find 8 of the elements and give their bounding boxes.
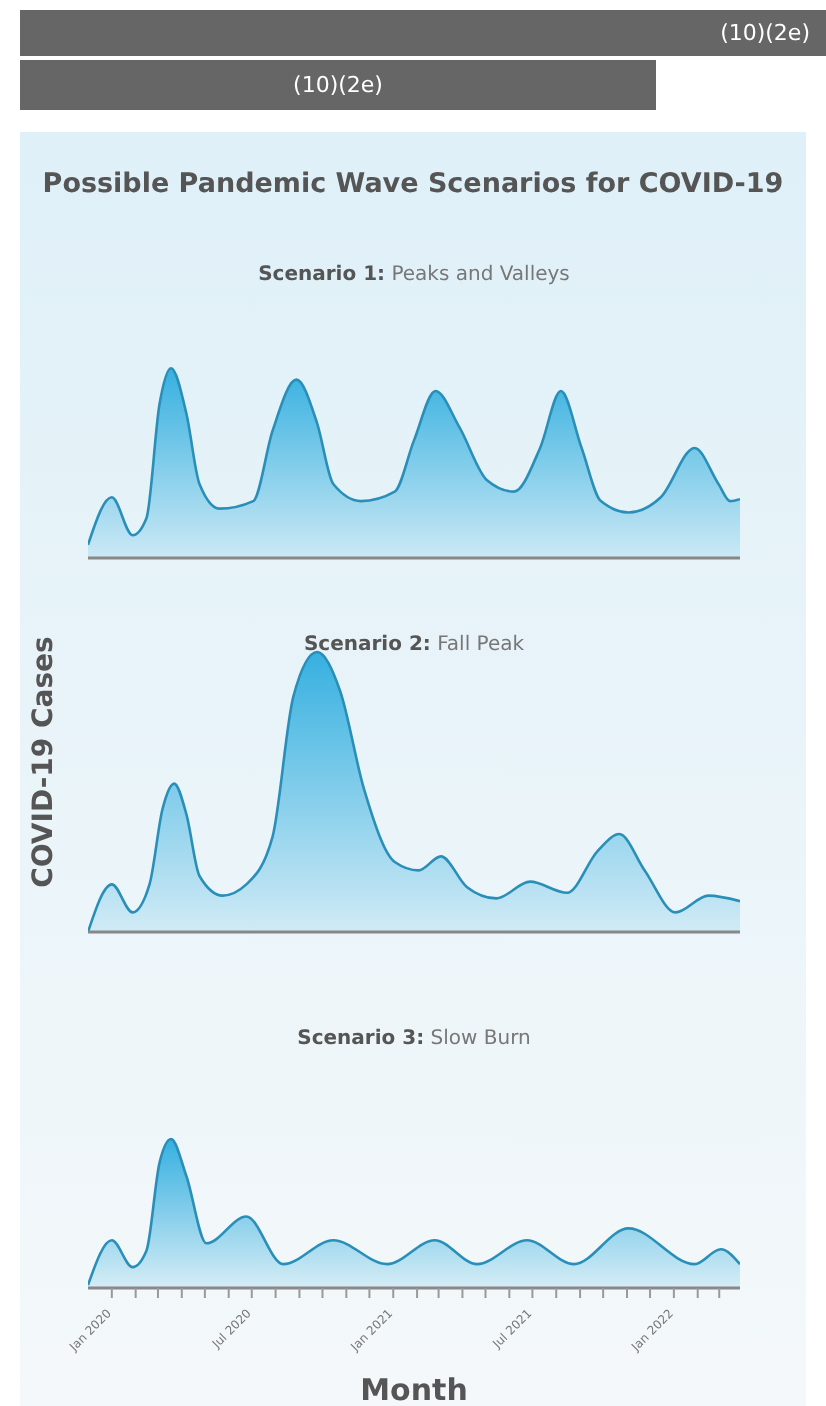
x-axis-title: Month: [358, 1372, 470, 1406]
y-axis-title: COVID-19 Cases: [28, 636, 60, 888]
chart-subtitle: Scenario 3: Slow Burn: [297, 1028, 531, 1050]
redaction-block: (10)(2e): [20, 60, 656, 110]
redaction-block: (10)(2e): [20, 10, 826, 56]
chart-subtitle: Scenario 2: Fall Peak: [303, 634, 525, 656]
chart-title: Possible Pandemic Wave Scenarios for COVID-19: [40, 168, 786, 200]
chart-subtitle: Scenario 1: Peaks and Valleys: [258, 264, 570, 286]
